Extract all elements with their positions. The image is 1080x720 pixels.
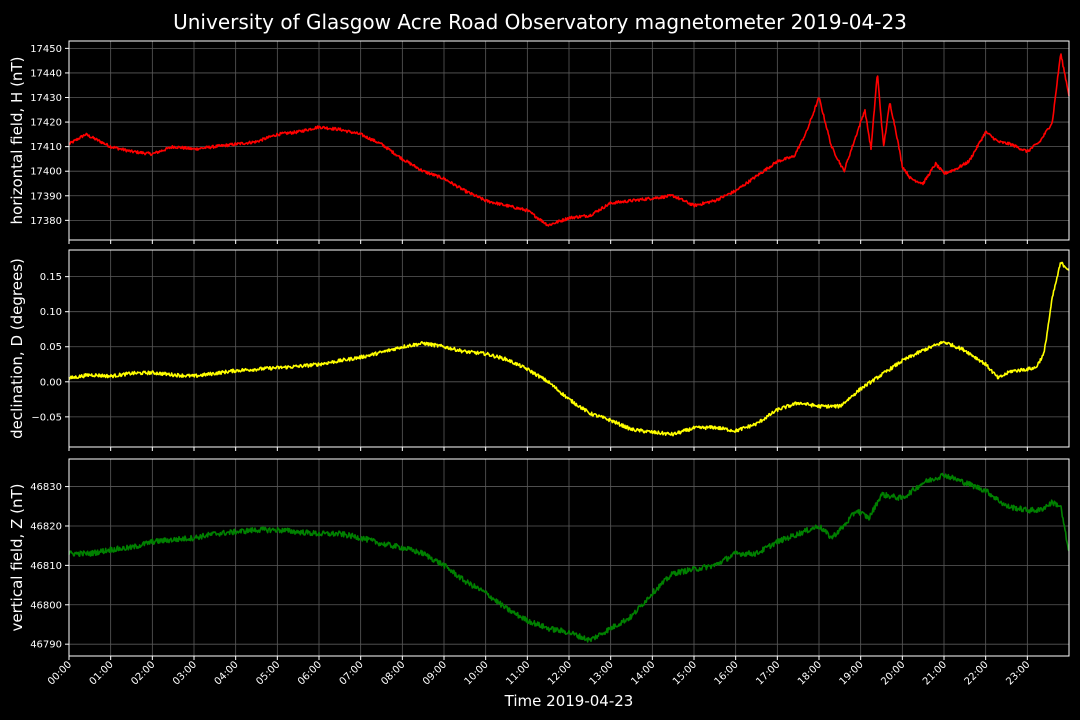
- y-tick-label: 17390: [30, 191, 62, 202]
- y-axis-label: horizontal field, H (nT): [8, 57, 26, 225]
- y-tick-label: 17400: [30, 167, 62, 178]
- panel-1: 17380 17390 17400 17410 17420 17430 17440 17450…: [8, 40, 1070, 244]
- y-axis-label: vertical field, Z (nT): [8, 483, 26, 631]
- data-series-line: [68, 261, 1070, 437]
- panel-3: 46790 46800 46810 46820 46830 vertical field,…: [8, 458, 1070, 660]
- y-tick-label: 17420: [30, 118, 62, 129]
- y-tick-label: 0.15: [40, 272, 62, 283]
- y-tick-label: 17410: [30, 142, 62, 153]
- panel-2: −0.05 0.00 0.05 0.10 0.15 declination, D (deg…: [8, 249, 1070, 451]
- y-tick-label: 46820: [30, 521, 62, 532]
- plot-frame: [68, 249, 1070, 448]
- plot-frame: [68, 40, 1070, 241]
- y-tick-label: 46810: [30, 561, 62, 572]
- y-tick-label: 17450: [30, 44, 62, 55]
- y-tick-label: −0.05: [31, 412, 62, 423]
- x-axis-label: Time 2019-04-23: [504, 692, 634, 710]
- plot-frame: [68, 458, 1070, 657]
- y-tick-label: 0.05: [40, 342, 62, 353]
- chart-title: University of Glasgow Acre Road Observat…: [173, 10, 907, 34]
- y-tick-label: 46830: [30, 482, 62, 493]
- y-tick-label: 17430: [30, 93, 62, 104]
- y-tick-label: 0.10: [40, 307, 62, 318]
- y-axis-label: declination, D (degrees): [8, 258, 26, 439]
- y-tick-label: 17380: [30, 216, 62, 227]
- y-tick-label: 46790: [30, 640, 62, 651]
- y-tick-label: 17440: [30, 68, 62, 79]
- data-series-line: [68, 53, 1070, 227]
- y-tick-label: 46800: [30, 600, 62, 611]
- data-series-line: [68, 472, 1070, 643]
- y-tick-label: 0.00: [40, 377, 62, 388]
